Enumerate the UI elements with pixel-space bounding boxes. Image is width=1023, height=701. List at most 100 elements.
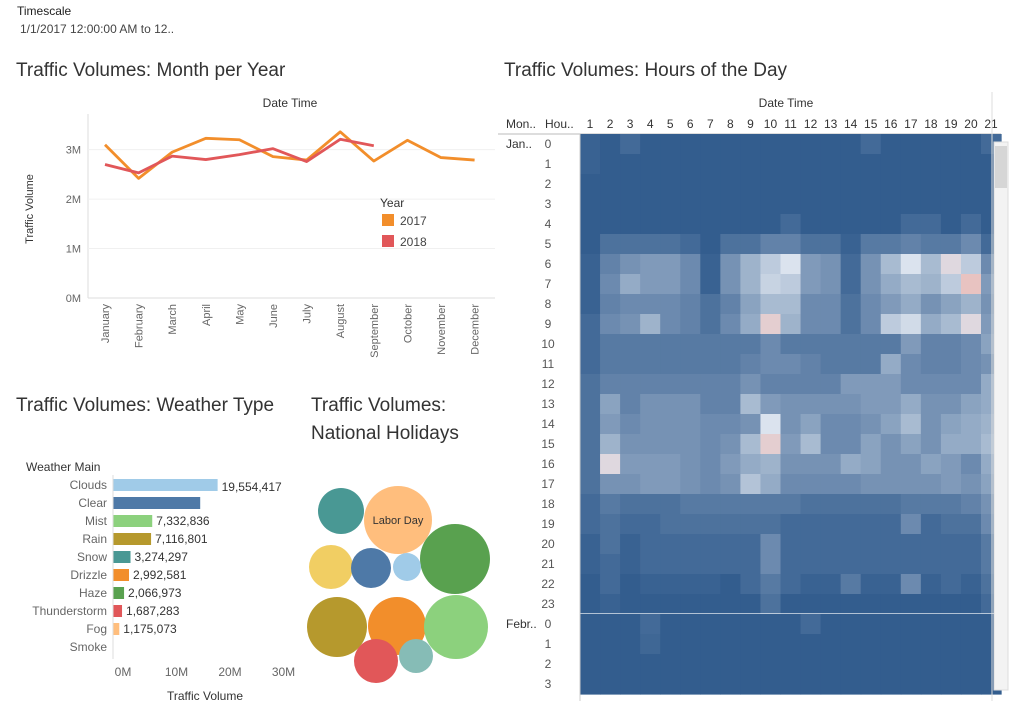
x-tick-label: January (100, 304, 112, 344)
weather-bar-chart[interactable]: Weather Main Clouds 19,554,417 Clear Mist 7,3… (0, 455, 305, 701)
heatmap-cell (800, 334, 822, 355)
heatmap-cell (700, 134, 721, 155)
heatmap-cell (780, 234, 802, 255)
heatmap-cell (860, 674, 882, 695)
heatmap-cell (960, 474, 982, 495)
hour-label: 1 (545, 157, 552, 171)
heatmap-cell (780, 214, 802, 235)
heatmap-cell (840, 554, 862, 575)
series-line-2018 (104, 137, 375, 175)
heatmap-cell (720, 514, 741, 535)
heatmap-cell (840, 534, 862, 555)
heatmap-cell (620, 434, 641, 455)
hour-label: 3 (545, 197, 552, 211)
heatmap-cell (660, 254, 681, 275)
heatmap-cell (860, 174, 882, 195)
heatmap-cell (620, 314, 641, 335)
category-label: Snow (77, 550, 107, 564)
month-line-chart[interactable]: Date Time Traffic Volume 0M 1M 2M 3M January Fe… (0, 90, 500, 390)
heatmap-cell (660, 514, 681, 535)
hour-label: 0 (545, 617, 552, 631)
heatmap-cell (720, 374, 741, 395)
category-label: Rain (82, 532, 107, 546)
heatmap-cell (820, 214, 842, 235)
heatmap-cell (940, 554, 962, 575)
heatmap-cell (680, 294, 701, 315)
heatmap-cell (880, 134, 902, 155)
heatmap-cell (760, 254, 782, 275)
heatmap-cell (640, 254, 661, 275)
hour-label: 1 (545, 637, 552, 651)
heatmap-cell (580, 314, 601, 335)
heatmap-cell (940, 474, 962, 495)
heatmap-cell (900, 514, 922, 535)
heatmap-cell (660, 134, 681, 155)
heatmap-cell (820, 654, 842, 675)
heatmap-cell (720, 154, 741, 175)
holiday-bubble (307, 597, 367, 657)
heatmap-cell (960, 174, 982, 195)
column-label: 16 (884, 117, 898, 131)
heatmap-cell (680, 574, 701, 595)
bar-drizzle (113, 569, 130, 581)
heatmap-cell (720, 554, 741, 575)
column-label: 11 (784, 117, 797, 131)
timescale-filter-value[interactable]: 1/1/2017 12:00:00 AM to 12.. (20, 22, 175, 36)
heatmap-cell (580, 474, 601, 495)
heatmap-cell (960, 674, 982, 695)
heatmap-cell (900, 154, 922, 175)
heatmap-cell (680, 274, 701, 295)
heatmap-cell (580, 594, 601, 615)
heatmap-cell (880, 334, 902, 355)
heatmap-cell (680, 354, 701, 375)
data-label: 7,332,836 (156, 514, 210, 528)
heatmap-cell (700, 354, 721, 375)
heatmap-cell (920, 134, 942, 155)
heatmap-cell (760, 174, 782, 195)
heatmap-cell (600, 434, 621, 455)
heatmap-cell (640, 314, 661, 335)
heatmap-cell (820, 514, 842, 535)
heatmap-cell (720, 494, 741, 515)
heatmap-cell (680, 634, 701, 655)
data-label: 1,175,073 (123, 622, 177, 636)
heatmap-cell (580, 614, 601, 635)
legend-title: Year (380, 196, 404, 210)
heatmap-cell (580, 394, 601, 415)
hour-label: 6 (545, 257, 552, 271)
category-label: Clouds (70, 478, 107, 492)
heatmap-cell (760, 454, 782, 475)
heatmap-cell (720, 634, 741, 655)
holiday-bubble-chart[interactable]: Labor Day (300, 470, 500, 701)
timescale-filter-title: Timescale (17, 4, 72, 18)
bar-mist (113, 515, 153, 527)
heatmap-cell (800, 514, 822, 535)
heatmap-cell (880, 254, 902, 275)
heatmap-cell (860, 434, 882, 455)
bar-rain (113, 533, 152, 545)
bar-clouds (113, 479, 218, 491)
heatmap-cell (700, 154, 721, 175)
column-label: 5 (667, 117, 674, 131)
heatmap-cell (920, 494, 942, 515)
heatmap-cell (600, 274, 621, 295)
hour-label: 0 (545, 137, 552, 151)
heatmap-cell (700, 434, 721, 455)
hour-label: 12 (541, 377, 555, 391)
heatmap-cell (620, 614, 641, 635)
heatmap-cell (680, 614, 701, 635)
heatmap-cell (800, 294, 822, 315)
heatmap-cell (580, 274, 601, 295)
heatmap-cell (660, 374, 681, 395)
hour-label: 16 (541, 457, 555, 471)
y-tick-label: 2M (66, 194, 81, 206)
heatmap-cell (600, 374, 621, 395)
heatmap-cell (940, 214, 962, 235)
heatmap-cell (800, 634, 822, 655)
heatmap-cell (680, 194, 701, 215)
heatmap-cell (700, 494, 721, 515)
heatmap-cell (860, 274, 882, 295)
heatmap-cell (740, 154, 762, 175)
heatmap-cell (920, 174, 942, 195)
